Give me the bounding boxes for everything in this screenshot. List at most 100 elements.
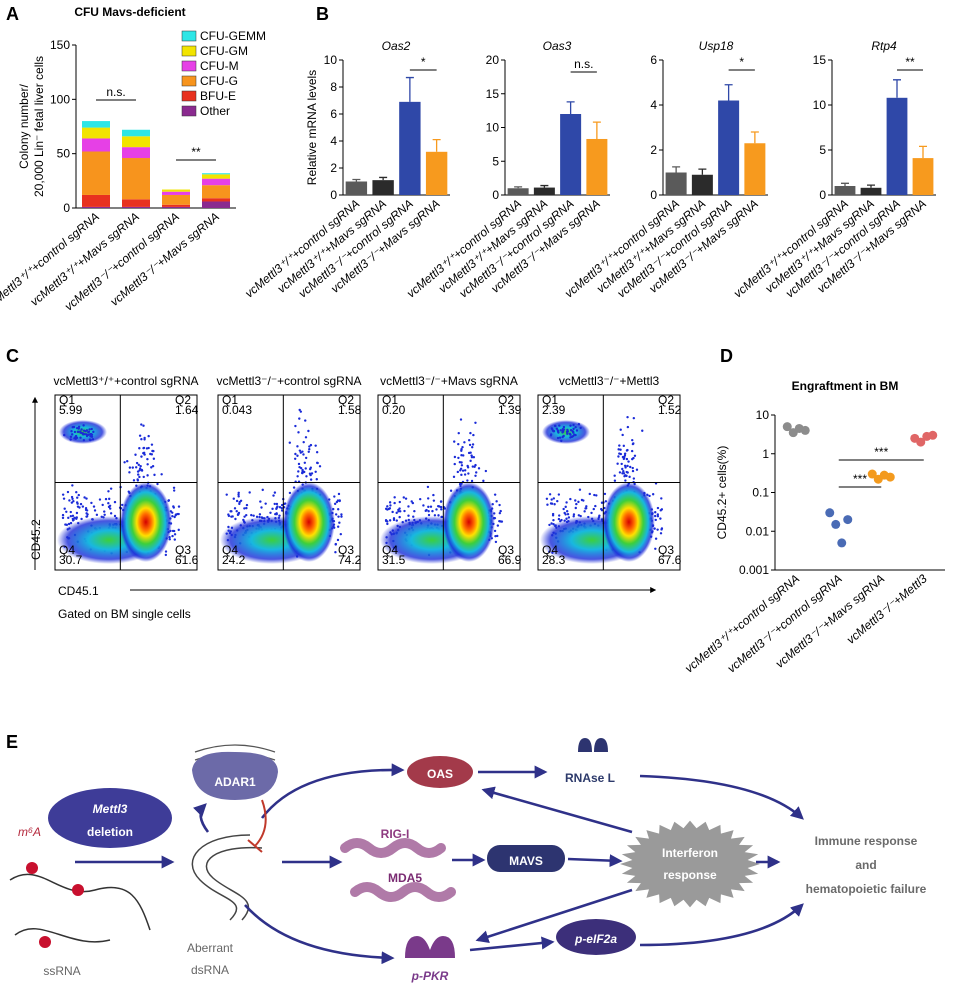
node-shape — [407, 756, 473, 788]
event-dot — [429, 505, 433, 508]
event-dot — [484, 469, 488, 473]
data-point — [837, 538, 847, 548]
y-tick-label: 100 — [50, 92, 70, 106]
bar — [399, 101, 421, 195]
event-cloud — [119, 482, 172, 562]
legend-swatch — [181, 90, 197, 102]
node-label: Immune response — [815, 834, 918, 848]
event-dot — [426, 485, 430, 489]
event-dot — [623, 454, 627, 457]
event-dot — [128, 466, 132, 469]
node-shape — [487, 845, 565, 872]
event-dot — [469, 431, 472, 435]
bar-segment — [162, 204, 190, 207]
event-dot — [633, 454, 637, 458]
event-dot — [298, 449, 302, 452]
event-dot — [549, 502, 553, 505]
event-dot — [648, 494, 651, 498]
event-dot — [288, 441, 292, 444]
node-label: dsRNA — [191, 963, 229, 977]
node-label: hematopoietic failure — [806, 882, 927, 896]
node-label: Aberrant — [187, 941, 234, 955]
bar — [586, 138, 608, 195]
event-dot — [146, 463, 149, 466]
event-dot — [496, 534, 499, 538]
event-dot — [439, 500, 443, 503]
event-dot — [616, 462, 619, 465]
y-tick-label: 0 — [650, 188, 657, 202]
y-tick-label: 5 — [492, 154, 499, 168]
event-dot — [109, 487, 113, 490]
event-dot — [621, 455, 625, 459]
event-dot — [75, 501, 79, 504]
event-dot — [433, 514, 437, 517]
event-dot — [556, 436, 560, 440]
y-tick-label: 50 — [57, 147, 71, 161]
y-tick-label: 0 — [819, 188, 826, 202]
event-dot — [496, 524, 500, 527]
event-dot — [572, 513, 576, 516]
error-bar — [724, 84, 733, 101]
event-dot — [174, 513, 178, 516]
bar — [834, 186, 856, 195]
event-dot — [80, 428, 83, 431]
event-dot — [656, 515, 660, 518]
event-dot — [73, 516, 76, 520]
event-dot — [425, 508, 428, 512]
y-tick-label: 4 — [650, 98, 657, 112]
event-dot — [471, 445, 474, 449]
event-dot — [399, 510, 402, 513]
event-dot — [569, 497, 572, 501]
node-label: Mettl3 — [93, 802, 128, 816]
panel-label: A — [6, 4, 19, 24]
event-dot — [271, 507, 274, 511]
event-dot — [631, 466, 634, 470]
event-dot — [461, 445, 464, 449]
event-dot — [545, 497, 549, 500]
event-dot — [314, 470, 317, 473]
event-dot — [84, 508, 88, 512]
arrow — [193, 803, 210, 833]
node-label: and — [855, 858, 876, 872]
event-dot — [626, 471, 629, 474]
event-dot — [336, 508, 340, 511]
event-dot — [630, 449, 634, 453]
event-dot — [391, 510, 394, 514]
event-dot — [458, 461, 462, 464]
event-dot — [61, 493, 65, 496]
event-dot — [304, 467, 307, 470]
event-dot — [245, 513, 248, 517]
error-bar — [379, 176, 388, 181]
plot-title: vcMettl3⁻/⁻+Mettl3 — [559, 374, 660, 388]
event-dot — [384, 519, 388, 522]
error-bar — [893, 79, 901, 98]
event-dot — [618, 444, 621, 447]
event-dot — [280, 507, 284, 510]
event-dot — [136, 479, 140, 482]
event-dot — [471, 443, 475, 446]
bar-segment — [122, 129, 150, 137]
event-dot — [477, 467, 481, 470]
flow-note: Gated on BM single cells — [58, 607, 191, 621]
event-dot — [299, 410, 303, 413]
event-dot — [613, 479, 617, 482]
event-dot — [469, 459, 472, 463]
y-tick-label: 2 — [650, 143, 657, 157]
event-dot — [561, 431, 564, 434]
quadrant-name: Q2 — [175, 393, 191, 407]
event-dot — [132, 479, 136, 482]
significance-label: ** — [905, 55, 915, 69]
event-dot — [574, 499, 577, 502]
event-dot — [462, 454, 465, 457]
event-dot — [151, 464, 155, 468]
event-dot — [98, 498, 102, 501]
event-dot — [624, 479, 627, 482]
event-dot — [138, 434, 142, 437]
data-point — [782, 422, 792, 432]
event-dot — [134, 453, 137, 456]
event-dot — [660, 528, 663, 531]
bar — [886, 97, 908, 195]
dsrna-shape — [191, 834, 263, 921]
event-dot — [237, 512, 240, 516]
